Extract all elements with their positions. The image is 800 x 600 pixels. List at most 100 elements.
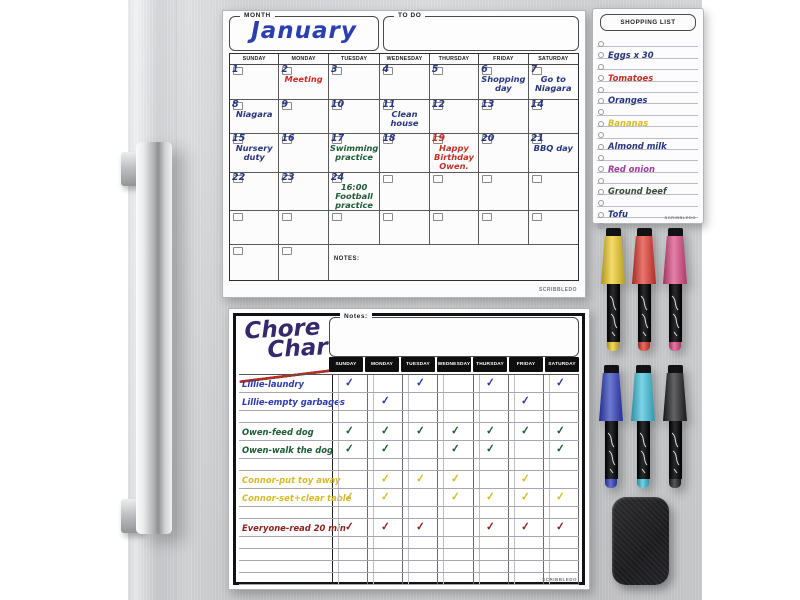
chore-day-cell <box>368 549 404 560</box>
calendar-date: 19 <box>431 133 445 145</box>
marker-logo-squiggle <box>639 432 647 474</box>
chore-day-cell <box>403 537 439 548</box>
chore-day-cell: ✓ <box>333 423 369 440</box>
calendar-cell <box>429 210 480 246</box>
checkmark: ✓ <box>520 394 531 408</box>
brand-mark: SCRIBBLEDO <box>664 215 696 220</box>
marker-cap <box>631 373 655 421</box>
chore-day-cell: ✓ <box>333 519 369 536</box>
month-value: January <box>251 18 357 44</box>
chore-day-cell <box>333 561 369 572</box>
bullet-circle <box>598 211 604 218</box>
shopping-list-line <box>597 127 698 139</box>
marker-black <box>662 365 688 497</box>
marker-bottom-cap <box>669 479 681 488</box>
chore-day-cell <box>544 459 579 470</box>
checkmark: ✓ <box>555 442 567 456</box>
checkmark: ✓ <box>520 520 531 534</box>
calendar-day-header: TUESDAY <box>328 54 381 65</box>
bullet-circle <box>598 143 604 150</box>
bullet-circle <box>598 63 604 70</box>
chore-day-cell: ✓ <box>368 441 404 458</box>
bullet-circle <box>598 132 604 139</box>
chore-day-cell <box>438 561 474 572</box>
chore-day-header: FRIDAY <box>509 357 543 372</box>
chore-day-cell <box>544 411 579 422</box>
chore-day-cell <box>438 549 474 560</box>
bullet-circle <box>598 223 604 230</box>
calendar-entry: Niagara <box>235 108 273 119</box>
chore-row: Lillie-empty garbages ✓ ✓ <box>239 393 579 411</box>
calendar-cell: 1 <box>230 64 280 100</box>
calendar-cell: 10 <box>328 99 381 135</box>
chore-day-headers: SUNDAY MONDAY TUESDAY WEDNESDAY THURSDAY FRID… <box>329 357 579 372</box>
checkbox-square <box>233 247 243 256</box>
shopping-list-item: Oranges <box>608 95 648 106</box>
chore-label <box>239 507 333 518</box>
calendar-cell: 18 <box>380 133 430 173</box>
todo-label: TO DO <box>394 12 426 19</box>
chore-day-cell: ✓ <box>544 489 579 506</box>
calendar-cell <box>528 173 578 211</box>
chore-day-cell <box>438 519 474 536</box>
chore-day-cell <box>438 507 474 518</box>
chore-day-cell <box>474 471 509 488</box>
brand-mark: SCRIBBLEDO <box>538 287 577 293</box>
month-label: MONTH <box>240 12 275 19</box>
checkmark: ✓ <box>520 424 531 438</box>
calendar-cell: 15 Nursery duty <box>230 133 280 173</box>
checkbox-square <box>233 136 243 145</box>
checkmark: ✓ <box>379 490 391 504</box>
checkmark: ✓ <box>485 424 496 438</box>
checkbox-square <box>531 67 542 75</box>
calendar-entry: BBQ day <box>533 143 573 154</box>
marker-yellow <box>600 228 626 360</box>
calendar-date: 24 <box>330 171 345 183</box>
marker-cap <box>663 373 687 421</box>
checkbox-square <box>233 101 243 110</box>
calendar-cell: 22 <box>230 172 280 211</box>
chore-label <box>239 549 333 560</box>
shopping-list-line <box>597 150 698 162</box>
checkmark: ✓ <box>555 490 567 504</box>
calendar-day-header: SATURDAY <box>528 54 578 65</box>
chore-row <box>239 411 579 423</box>
calendar-cell: 5 <box>429 64 480 100</box>
checkmark: ✓ <box>520 472 531 486</box>
fridge-handle <box>136 142 172 534</box>
chore-day-cell <box>509 561 544 572</box>
checkmark: ✓ <box>485 442 496 456</box>
marker-logo-squiggle <box>640 295 648 337</box>
checkbox-square <box>282 174 293 183</box>
marker-cap <box>632 236 656 284</box>
shopping-list-line <box>597 104 698 116</box>
shopping-list-line <box>597 173 698 185</box>
calendar-cell: 13 <box>479 99 529 135</box>
marker-blue <box>598 365 624 497</box>
marker-cap-tip <box>635 365 651 374</box>
chore-day-cell <box>368 507 404 518</box>
chore-day-cell <box>333 393 369 410</box>
chore-day-cell: ✓ <box>333 489 369 506</box>
chore-day-cell <box>333 549 369 560</box>
marker-cap-tip <box>603 365 619 374</box>
checkbox-square <box>432 101 443 110</box>
calendar-cell <box>479 172 529 211</box>
bullet-circle <box>598 154 604 161</box>
checkbox-square <box>282 101 293 110</box>
todo-box: TO DO <box>383 12 579 51</box>
shopping-list-item: Bananas <box>608 118 649 129</box>
chore-day-cell: ✓ <box>333 375 369 392</box>
chore-day-cell: ✓ <box>474 375 509 392</box>
chore-day-cell: ✓ <box>544 519 579 536</box>
chore-chart-title: Chore Chart <box>243 314 340 364</box>
checkmark: ✓ <box>485 490 496 504</box>
checkbox-square <box>331 174 342 183</box>
chore-day-cell: ✓ <box>368 423 404 440</box>
chore-day-cell <box>544 393 579 410</box>
checkbox-square <box>482 101 493 110</box>
checkbox-square <box>331 136 342 145</box>
chore-day-cell: ✓ <box>474 423 509 440</box>
chore-label: Everyone-read 20 min <box>239 519 346 536</box>
